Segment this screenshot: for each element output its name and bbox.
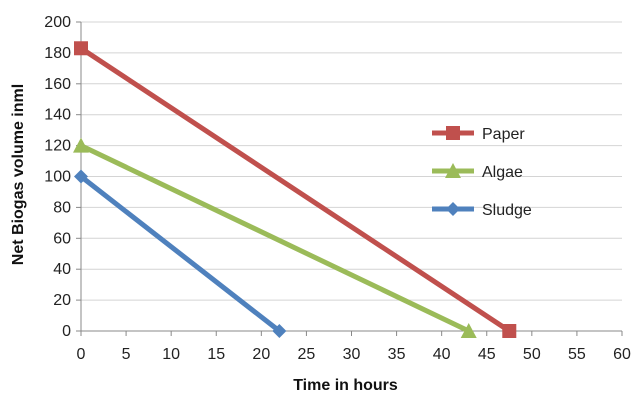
legend-marker-paper (446, 126, 460, 140)
legend-label-sludge: Sludge (482, 202, 532, 219)
y-tick-labels: 0 20 40 60 80 100 120 140 160 180 200 (44, 14, 71, 340)
y-tick-label: 120 (44, 138, 71, 155)
series-line-paper (78, 45, 512, 334)
x-tick-label: 20 (252, 346, 270, 363)
y-tick-label: 160 (44, 76, 71, 93)
x-tick-label: 15 (207, 346, 225, 363)
x-tick-label: 40 (433, 346, 451, 363)
x-tick-label: 55 (568, 346, 586, 363)
legend-marker-algae (445, 163, 461, 178)
x-tick-label: 5 (122, 346, 131, 363)
legend-label-algae: Algae (482, 164, 523, 181)
y-tick-label: 0 (62, 323, 71, 340)
y-tick-label: 60 (53, 230, 71, 247)
data-point-sludge (272, 324, 287, 338)
series-line-algae (78, 143, 472, 334)
x-tick-label: 25 (298, 346, 316, 363)
x-tick-label: 10 (162, 346, 180, 363)
x-tick-label: 45 (478, 346, 496, 363)
data-point-sludge (74, 169, 88, 184)
x-axis-title: Time in hours (293, 377, 398, 394)
y-tick-label: 80 (53, 199, 71, 216)
x-tick-label: 0 (77, 346, 86, 363)
legend-marker-sludge (446, 202, 460, 216)
data-point-algae (73, 137, 89, 153)
y-tick-label: 200 (44, 14, 71, 31)
gridlines (81, 21, 622, 301)
axes (76, 21, 623, 336)
series-line-sludge (78, 174, 282, 334)
y-tick-label: 140 (44, 107, 71, 124)
legend-label-paper: Paper (482, 126, 525, 143)
x-tick-label: 35 (388, 346, 406, 363)
y-tick-label: 40 (53, 261, 71, 278)
x-tick-label: 30 (343, 346, 361, 363)
y-tick-label: 20 (53, 292, 71, 309)
x-tick-label: 50 (523, 346, 541, 363)
x-tick-labels: 0 5 10 15 20 25 30 35 40 45 50 55 60 (77, 346, 631, 363)
legend: Paper Algae Sludge (432, 126, 532, 219)
y-tick-label: 180 (44, 45, 71, 62)
y-axis-title: Net Biogas volume inml (10, 84, 27, 265)
x-tick-label: 60 (613, 346, 631, 363)
y-tick-label: 100 (44, 169, 71, 186)
data-point-algae (460, 323, 477, 338)
data-point-paper (74, 41, 88, 56)
data-point-paper (502, 324, 517, 338)
series-group (73, 41, 517, 338)
